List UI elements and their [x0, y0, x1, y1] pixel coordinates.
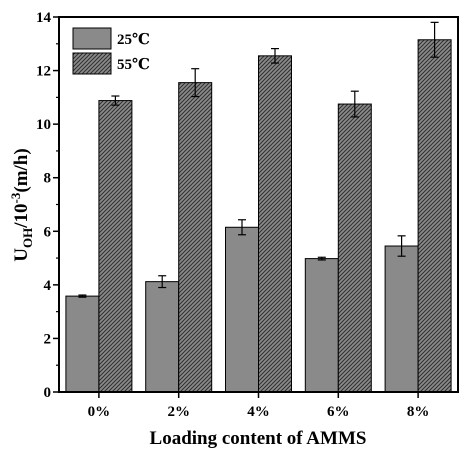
legend-label-25c: 25℃ [117, 32, 150, 48]
error-bar-25c [317, 256, 326, 261]
bar-55c [178, 82, 213, 393]
legend-swatch-55c [72, 52, 112, 75]
y-tick-label: 8 [44, 171, 52, 187]
y-tick-label: 2 [44, 331, 52, 347]
y-axis-title-unit: (m/h) [11, 148, 32, 192]
bar-25c [225, 226, 259, 393]
bar-55c [258, 55, 292, 393]
bar-55c [337, 103, 372, 393]
error-bar-55c [430, 21, 439, 58]
y-tick-label: 4 [44, 278, 52, 294]
error-bar-55c [271, 48, 279, 64]
error-bar-55c [191, 68, 200, 98]
x-tick-label: 6% [327, 404, 350, 420]
y-axis-title-divider: /10 [11, 203, 32, 228]
y-tick-label: 14 [36, 10, 52, 26]
x-tick-label: 4% [247, 404, 270, 420]
y-tick-label: 6 [44, 224, 52, 240]
error-bar-25c [78, 294, 87, 298]
bar-25c [384, 245, 419, 393]
legend: 25℃ 55℃ [72, 27, 150, 75]
y-axis-title-main: U [11, 248, 32, 262]
error-bars-layer [78, 21, 439, 298]
error-bar-55c [111, 95, 120, 106]
y-tick-label: 10 [36, 117, 51, 133]
bar-25c [145, 281, 180, 393]
error-bar-25c [158, 275, 167, 289]
x-tick-label: 2% [167, 404, 190, 420]
y-tick-label: 0 [44, 385, 52, 401]
y-tick-label: 12 [36, 64, 51, 80]
y-axis-title-subscript: OH [20, 228, 35, 248]
bar-55c [417, 39, 452, 393]
bar-55c [98, 100, 133, 393]
legend-swatch-25c [72, 27, 112, 50]
y-axis-title-superscript: -3 [8, 192, 23, 203]
x-axis-title: Loading content of AMMS [150, 428, 367, 449]
bars-layer [65, 39, 452, 393]
bar-25c [65, 295, 100, 393]
bar-25c [304, 258, 339, 393]
error-bar-55c [350, 90, 359, 118]
legend-label-55c: 55℃ [117, 57, 150, 73]
error-bar-25c [397, 235, 406, 257]
y-axis-title: UOH/10-3(m/h) [8, 148, 35, 261]
error-bar-25c [238, 219, 246, 236]
ticks-layer: 0% 2% 4% 6% 8% 0 2 4 6 8 10 12 14 [36, 10, 429, 420]
x-tick-label: 0% [88, 404, 111, 420]
x-tick-label: 8% [407, 404, 430, 420]
